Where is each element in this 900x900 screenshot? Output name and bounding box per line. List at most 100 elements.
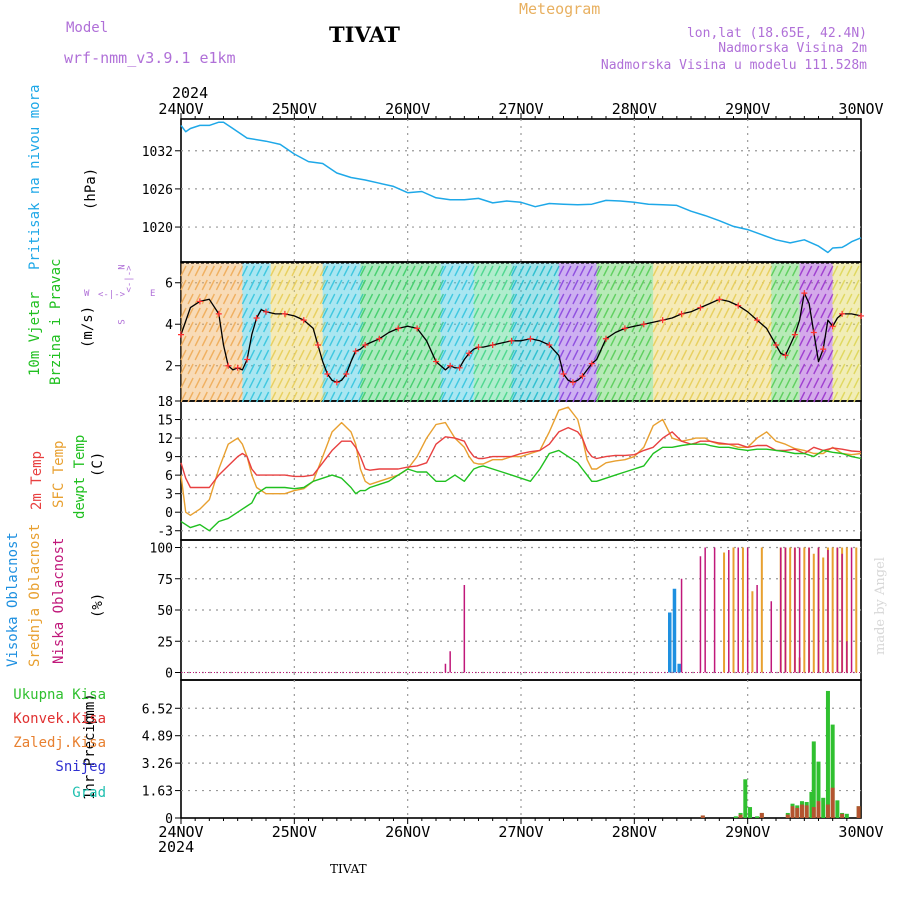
wind-barb-stroke [395, 293, 402, 305]
wind-barb-stroke [510, 307, 518, 319]
wind-barb-stroke [423, 293, 430, 305]
wind-barb-stroke [215, 265, 223, 277]
wind-barb-stroke [248, 349, 256, 361]
wind-barb-stroke [468, 307, 475, 319]
wind-barb-stroke [430, 279, 437, 291]
wind-barb-stroke [832, 363, 839, 375]
wind-barb-stroke [312, 265, 319, 277]
wind-barb-stroke [546, 321, 553, 333]
wind-barb-stroke [820, 293, 827, 305]
precip-bar [790, 806, 795, 818]
wind-barb-stroke [539, 307, 546, 319]
wind-barb-stroke [312, 363, 319, 375]
wind-barb-stroke [558, 363, 565, 375]
wind-barb-stroke [546, 279, 553, 291]
wind-barb-stroke [723, 391, 730, 403]
wind-ylabel2: Brzina i Pravac [48, 258, 64, 385]
wind-barb-stroke [180, 279, 187, 291]
wind-barb-stroke [357, 307, 364, 319]
wind-barb-stroke [846, 363, 853, 375]
wind-barb-stroke [777, 265, 784, 277]
date-label-top: 24NOV [158, 100, 203, 118]
wind-barb-stroke [593, 391, 600, 403]
wind-barb-stroke [702, 391, 709, 403]
wind-barb-stroke [350, 307, 357, 319]
wind-barb-stroke [336, 377, 343, 389]
wind-barb-stroke [291, 265, 298, 277]
wind-barb-stroke [595, 391, 603, 403]
wind-barb-stroke [284, 307, 291, 319]
wind-barb-stroke [359, 363, 367, 375]
wind-barb-stroke [359, 349, 367, 361]
panel-frame-2 [180, 400, 862, 541]
wind-barb-stroke [716, 265, 723, 277]
wind-barb-stroke [617, 391, 624, 403]
wind-barb-stroke [322, 265, 329, 277]
wind-barb-stroke [593, 293, 600, 305]
wind-barb-stroke [525, 363, 532, 375]
wind-barb-stroke [624, 349, 631, 361]
wind-barb-stroke [565, 307, 572, 319]
wind-barb-stroke [839, 349, 846, 361]
wind-barb-stroke [784, 377, 792, 389]
wind-barb-stroke [468, 321, 475, 333]
wind-barb-stroke [473, 391, 480, 403]
cloud-bar [751, 591, 754, 673]
wind-barb-stroke [751, 335, 759, 347]
ytick-label: 15 [157, 414, 173, 429]
wind-barb-stroke [263, 321, 270, 333]
wind-barb-stroke [617, 279, 624, 291]
wind-barb-stroke [595, 321, 603, 333]
wind-barb-stroke [853, 349, 860, 361]
wind-barb-stroke [631, 293, 638, 305]
wind-barb-stroke [688, 279, 695, 291]
wind-barb-band [360, 263, 441, 400]
wind-barb-stroke [237, 265, 244, 277]
wind-barb-stroke [437, 279, 444, 291]
date-label-top: 25NOV [272, 100, 317, 118]
wind-speed-marker [588, 360, 595, 367]
wind-speed-marker [456, 364, 463, 371]
wind-barb-stroke [532, 349, 539, 361]
wind-barb-stroke [270, 265, 277, 277]
wind-barb-stroke [758, 321, 766, 333]
wind-speed-marker [215, 310, 222, 317]
wind-barb-stroke [820, 321, 827, 333]
wind-barb-stroke [702, 377, 709, 389]
wind-barb-stroke [565, 335, 572, 347]
wind-barb-stroke [409, 391, 416, 403]
wind-barb-stroke [468, 293, 475, 305]
wind-barb-stroke [298, 349, 305, 361]
wind-barb-stroke [510, 391, 518, 403]
wind-barb-stroke [388, 279, 395, 291]
wind-barb-stroke [468, 391, 475, 403]
precip-bar [700, 815, 705, 818]
wind-barb-stroke [652, 349, 659, 361]
wind-barb-stroke [791, 335, 799, 347]
legend-total-rain: Ukupna Kisa [13, 687, 106, 703]
wind-barb-stroke [447, 349, 454, 361]
wind-barb-stroke [702, 321, 709, 333]
wind-barb-stroke [723, 321, 730, 333]
wind-barb-stroke [208, 307, 215, 319]
wind-barb-stroke [680, 293, 688, 305]
wind-barb-stroke [437, 321, 444, 333]
wind-barb-stroke [765, 335, 773, 347]
wind-barb-stroke [539, 377, 546, 389]
wind-speed-marker [281, 310, 288, 317]
cloud-unit: (%) [90, 592, 106, 618]
wind-barb-stroke [631, 321, 638, 333]
wind-barb-stroke [373, 363, 381, 375]
wind-barb-stroke [839, 293, 846, 305]
wind-barb-stroke [617, 335, 624, 347]
wind-barb-stroke [610, 265, 617, 277]
wind-barb-stroke [716, 307, 723, 319]
wind-barb-stroke [806, 349, 813, 361]
wind-barb-stroke [603, 363, 610, 375]
wind-barb-stroke [402, 363, 409, 375]
ytick-label: 4.89 [142, 730, 173, 745]
wind-barb-stroke [291, 293, 298, 305]
wind-barb-stroke [558, 265, 565, 277]
wind-barb-stroke [277, 265, 284, 277]
wind-barb-stroke [846, 335, 853, 347]
